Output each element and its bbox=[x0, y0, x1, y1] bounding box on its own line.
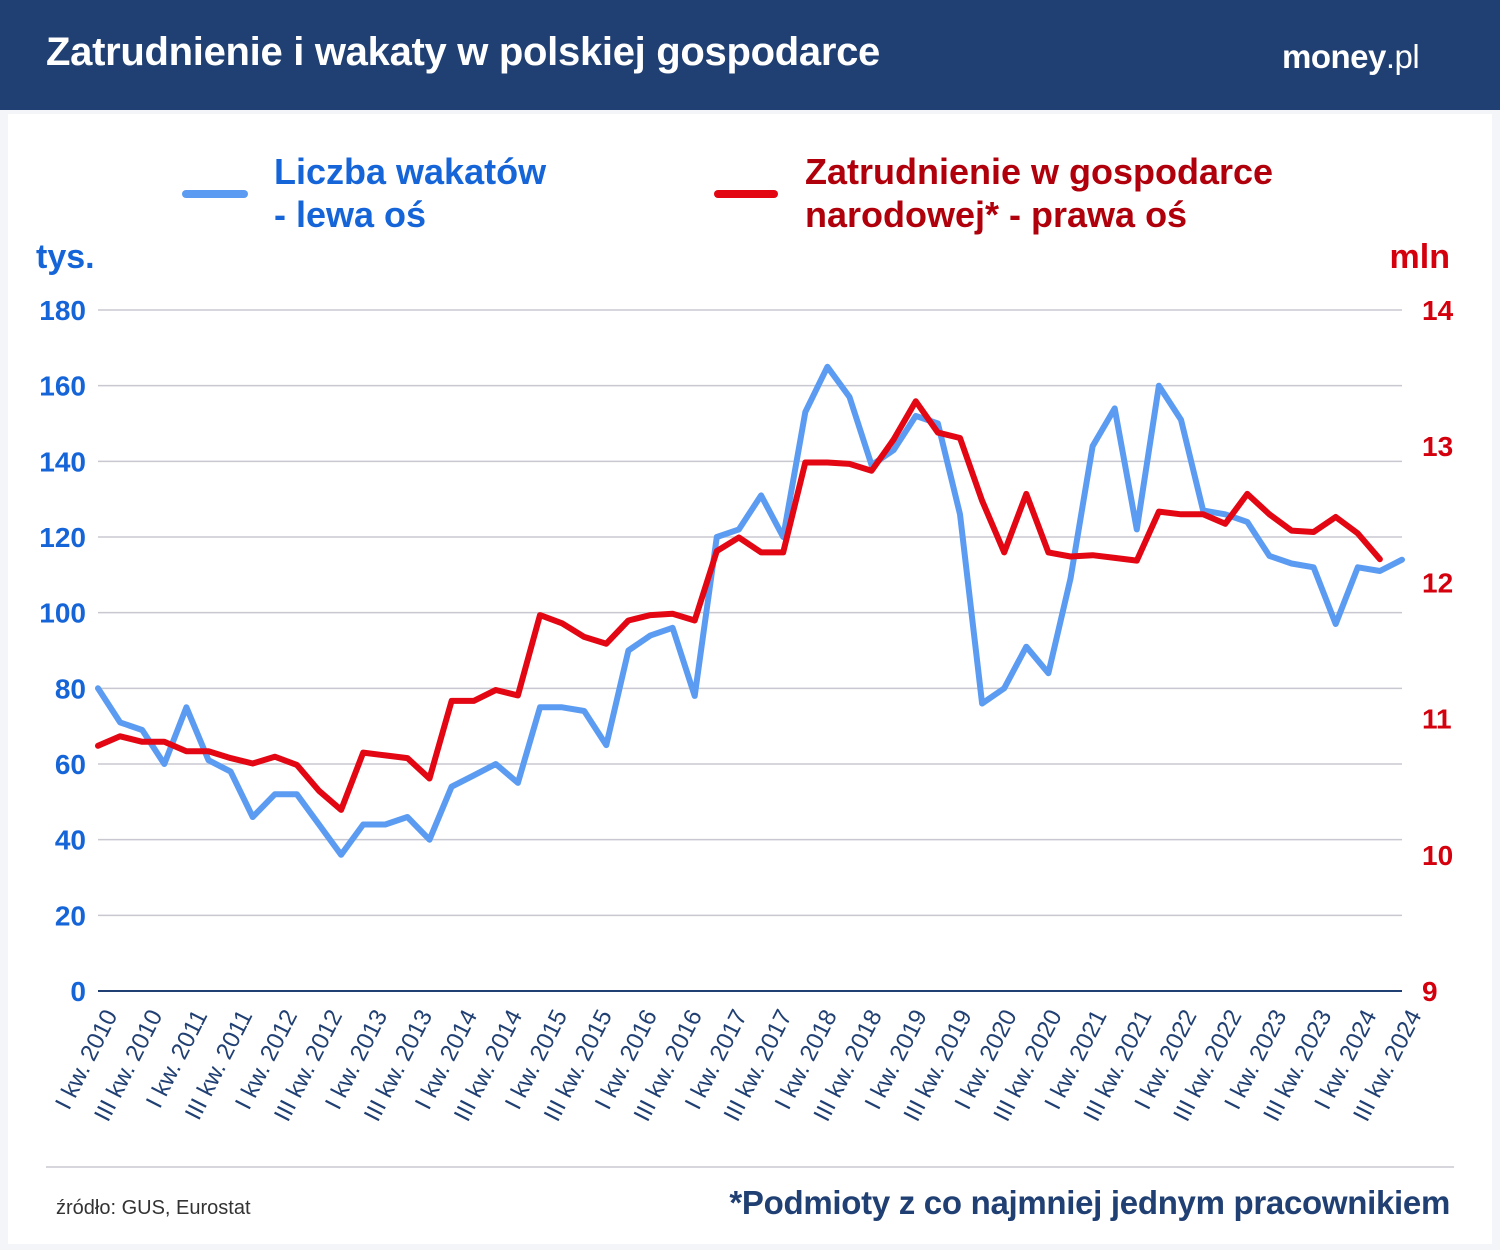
logo-main: money bbox=[1282, 38, 1386, 75]
page-title: Zatrudnienie i wakaty w polskiej gospoda… bbox=[46, 30, 880, 74]
source-note: źródło: GUS, Eurostat bbox=[56, 1197, 251, 1219]
left-axis-tick-label: 20 bbox=[55, 900, 86, 931]
legend-label-zatrudnienie-line1: Zatrudnienie w gospodarce bbox=[805, 151, 1273, 192]
series-line-zatrudnienie bbox=[95, 398, 1383, 813]
right-axis-tick-label: 14 bbox=[1422, 295, 1454, 326]
left-axis-tick-label: 0 bbox=[70, 976, 86, 1007]
right-axis-tick-label: 11 bbox=[1422, 704, 1452, 735]
left-axis-tick-label: 160 bbox=[39, 371, 86, 402]
left-axis-tick-label: 120 bbox=[39, 522, 86, 553]
left-axis-tick-label: 40 bbox=[55, 825, 86, 856]
right-axis-tick-label: 9 bbox=[1422, 976, 1438, 1007]
right-axis-unit: mln bbox=[1390, 238, 1450, 276]
brand-logo: money.pl bbox=[1282, 38, 1420, 76]
left-axis-tick-label: 60 bbox=[55, 749, 86, 780]
legend-label-wakaty-line2: - lewa oś bbox=[274, 194, 426, 235]
header-bar: Zatrudnienie i wakaty w polskiej gospoda… bbox=[0, 0, 1500, 110]
legend-label-zatrudnienie-line2: narodowej* - prawa oś bbox=[805, 194, 1187, 235]
left-axis-tick-label: 100 bbox=[39, 598, 86, 629]
line-chart: 0 20 40 60 80 100 120 140 160 180 9 10 11 12 13 14 tys. m… bbox=[36, 151, 1454, 1168]
left-axis-tick-label: 140 bbox=[39, 446, 86, 477]
right-axis-tick-label: 12 bbox=[1422, 567, 1453, 598]
series-line-wakaty bbox=[95, 363, 1405, 858]
right-axis-tick-label: 10 bbox=[1422, 840, 1453, 871]
right-axis-tick-label: 13 bbox=[1422, 431, 1453, 462]
left-axis-tick-label: 80 bbox=[55, 673, 86, 704]
logo-suffix: .pl bbox=[1385, 38, 1420, 75]
left-axis-tick-label: 180 bbox=[39, 295, 86, 326]
left-axis-unit: tys. bbox=[36, 238, 95, 276]
legend-label-wakaty-line1: Liczba wakatów bbox=[274, 151, 547, 192]
footnote: *Podmioty z co najmniej jednym pracownik… bbox=[729, 1184, 1450, 1221]
chart-card: 0 20 40 60 80 100 120 140 160 180 9 10 11 12 13 14 tys. m… bbox=[8, 114, 1492, 1244]
